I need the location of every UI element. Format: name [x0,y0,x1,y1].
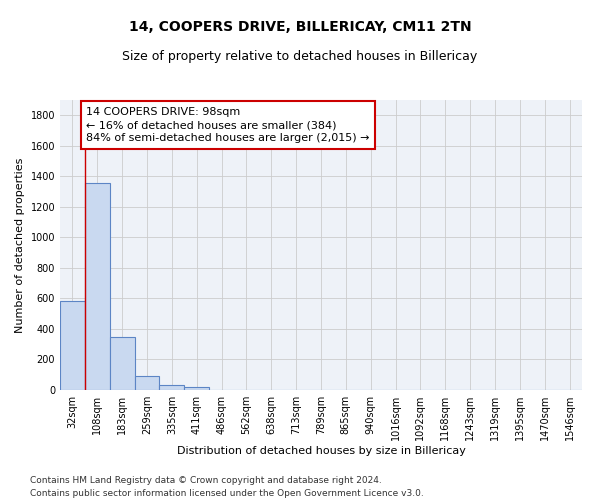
Bar [60,302,85,390]
Y-axis label: Number of detached properties: Number of detached properties [15,158,25,332]
Text: 14 COOPERS DRIVE: 98sqm
← 16% of detached houses are smaller (384)
84% of semi-d: 14 COOPERS DRIVE: 98sqm ← 16% of detache… [86,107,370,144]
Text: Size of property relative to detached houses in Billericay: Size of property relative to detached ho… [122,50,478,63]
Bar [184,387,209,390]
X-axis label: Distribution of detached houses by size in Billericay: Distribution of detached houses by size … [176,446,466,456]
Bar [160,386,184,390]
Text: Contains HM Land Registry data © Crown copyright and database right 2024.: Contains HM Land Registry data © Crown c… [30,476,382,485]
Bar [134,376,160,390]
Bar [110,336,134,390]
Text: 14, COOPERS DRIVE, BILLERICAY, CM11 2TN: 14, COOPERS DRIVE, BILLERICAY, CM11 2TN [128,20,472,34]
Text: Contains public sector information licensed under the Open Government Licence v3: Contains public sector information licen… [30,488,424,498]
Bar [85,183,110,390]
